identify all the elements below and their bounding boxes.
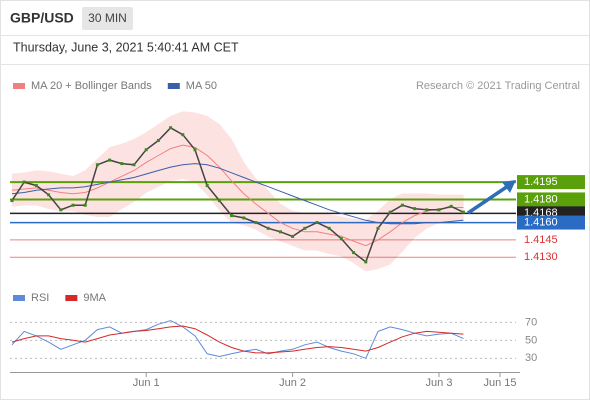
bollinger-band	[389, 193, 403, 265]
price-point	[95, 163, 99, 167]
timeframe: 30 MIN	[88, 11, 127, 25]
price-point	[169, 126, 173, 130]
timeframe-box	[82, 7, 133, 30]
price-point	[376, 226, 380, 230]
level-label: 1.4195	[524, 176, 558, 188]
price-point	[217, 199, 221, 203]
series-line	[11, 126, 464, 264]
x-tick-label: Jun 1	[133, 377, 160, 389]
bollinger-band	[292, 210, 306, 251]
price-point	[461, 210, 465, 214]
price-point	[388, 210, 392, 214]
x-tick-label: Jun 2	[279, 377, 306, 389]
price-point	[303, 226, 307, 230]
price-point	[437, 208, 441, 212]
legend-label: RSI	[31, 292, 49, 304]
price-point	[449, 204, 453, 208]
bollinger-band	[377, 198, 391, 270]
legend-label: 9MA	[83, 292, 106, 304]
price-point	[108, 158, 112, 162]
legend-swatch	[167, 83, 180, 89]
price-point	[10, 199, 14, 203]
level-label-box	[517, 175, 585, 190]
price-point	[230, 214, 234, 218]
price-point	[120, 162, 124, 166]
x-tick-label: Jun 15	[483, 377, 516, 389]
series-line	[11, 144, 464, 247]
bollinger-band	[170, 111, 184, 182]
legend-swatch	[65, 295, 78, 301]
price-point	[266, 226, 270, 230]
bollinger-band	[121, 138, 135, 210]
price-point	[413, 207, 417, 211]
price-point	[242, 216, 246, 220]
y-tick-label: 50	[525, 334, 537, 346]
price-point	[132, 163, 136, 167]
price-point	[22, 180, 26, 184]
level-label: 1.4145	[524, 234, 558, 246]
price-point	[34, 184, 38, 188]
legend-label: MA 20 + Bollinger Bands	[31, 80, 152, 92]
bollinger-band	[158, 115, 171, 188]
series-line	[11, 325, 464, 354]
series-line	[11, 163, 464, 225]
price-point	[205, 184, 209, 188]
datetime: Thursday, June 3, 2021 5:40:41 AM CET	[13, 40, 239, 54]
price-point	[71, 203, 75, 207]
price-chart: MA 20 + Bollinger Bands MA 50 1.4195 1.4180…	[10, 80, 585, 272]
price-point	[425, 208, 429, 212]
price-point	[400, 203, 404, 207]
legend-label: MA 50	[186, 80, 217, 92]
level-label: 1.4130	[524, 251, 558, 263]
source: Research © 2021 Trading Central	[416, 80, 580, 92]
price-point	[156, 138, 160, 142]
forecast-arrow	[467, 184, 509, 215]
rsi-chart: RSI 9MA 70 50 30 Jun 1 Jun 2 Jun 3 Jun 15	[10, 292, 537, 389]
price-point	[352, 251, 356, 255]
price-point	[315, 221, 319, 225]
price-point	[47, 193, 51, 197]
pair-title: GBP/USD	[10, 10, 74, 26]
level-label: 1.4160	[524, 216, 558, 228]
series-line	[11, 320, 464, 359]
y-tick-label: 70	[525, 316, 537, 328]
price-point	[278, 230, 282, 234]
level-label-box	[517, 215, 585, 230]
price-point	[291, 234, 295, 238]
price-point	[193, 148, 197, 152]
level-label: 1.4180	[524, 193, 558, 205]
level-label-box	[517, 192, 585, 207]
forecast-arrowhead	[502, 180, 516, 193]
price-point	[364, 260, 368, 264]
legend-swatch	[13, 295, 25, 301]
legend-swatch	[13, 83, 25, 89]
price-point	[327, 226, 331, 230]
price-point	[339, 237, 343, 241]
x-tick-label: Jun 3	[426, 377, 453, 389]
price-point	[59, 208, 63, 212]
y-tick-label: 30	[525, 352, 537, 364]
price-point	[144, 148, 148, 152]
price-point	[181, 133, 185, 137]
bollinger-band	[206, 115, 220, 211]
price-point	[254, 221, 258, 225]
price-point	[83, 203, 87, 207]
bollinger-band	[133, 131, 147, 203]
